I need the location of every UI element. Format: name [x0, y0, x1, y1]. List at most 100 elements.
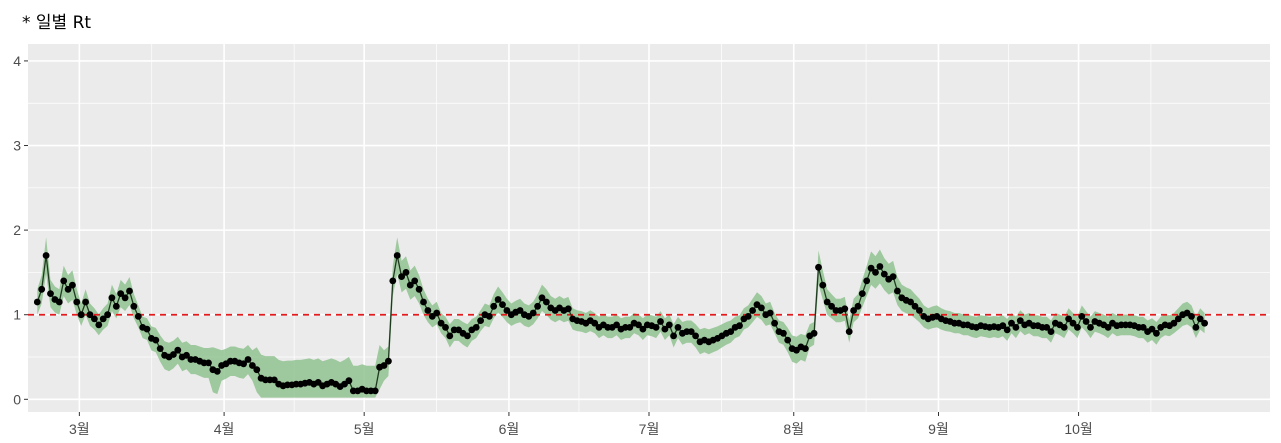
- data-point: [1139, 324, 1147, 331]
- data-point: [73, 298, 81, 306]
- data-point: [626, 324, 634, 331]
- data-point: [863, 277, 871, 285]
- data-point: [130, 302, 138, 310]
- data-point: [766, 309, 774, 317]
- data-point: [1192, 324, 1200, 331]
- data-point: [543, 298, 550, 306]
- data-point: [1065, 315, 1072, 323]
- data-point: [371, 387, 379, 395]
- data-point: [126, 287, 133, 295]
- data-point: [872, 269, 879, 276]
- data-point: [104, 311, 111, 319]
- data-point: [801, 345, 809, 352]
- data-point: [880, 270, 888, 278]
- data-point: [270, 376, 278, 384]
- data-point: [47, 290, 54, 297]
- data-point: [999, 322, 1007, 330]
- data-point: [1012, 324, 1020, 331]
- data-point: [77, 311, 85, 319]
- data-point: [143, 325, 151, 333]
- data-point: [134, 313, 142, 320]
- data-point: [889, 273, 897, 280]
- data-point: [249, 362, 256, 369]
- data-point: [1047, 328, 1055, 335]
- data-point: [1082, 318, 1090, 325]
- data-point: [398, 273, 405, 280]
- x-tick-label: 4월: [214, 421, 235, 437]
- x-tick-label: 8월: [783, 421, 804, 437]
- data-point: [424, 307, 432, 314]
- data-point: [38, 285, 46, 293]
- data-point: [516, 307, 524, 314]
- y-tick-label: 4: [13, 53, 21, 69]
- data-point: [499, 301, 506, 308]
- data-point: [657, 318, 664, 325]
- x-tick-label: 3월: [69, 421, 90, 437]
- data-point: [692, 332, 699, 340]
- x-axis: 3월 4월 5월 6월 7월 8월 9월 10월: [69, 412, 1093, 437]
- x-tick-label: 5월: [354, 421, 375, 437]
- data-point: [490, 302, 498, 310]
- data-point: [858, 290, 866, 297]
- x-tick-label: 9월: [928, 421, 949, 437]
- data-point: [784, 336, 792, 344]
- data-point: [1196, 315, 1204, 323]
- data-point: [828, 302, 835, 310]
- data-point: [635, 321, 642, 329]
- data-point: [55, 298, 63, 306]
- data-point: [244, 356, 252, 363]
- data-point: [670, 332, 677, 340]
- data-point: [916, 307, 923, 314]
- data-point: [652, 324, 660, 331]
- data-point: [771, 319, 778, 327]
- data-point: [845, 328, 853, 335]
- data-point: [639, 325, 647, 333]
- data-point: [850, 307, 857, 314]
- data-point: [420, 298, 427, 306]
- data-point: [744, 313, 752, 320]
- data-point: [736, 322, 743, 330]
- data-point: [1148, 325, 1156, 333]
- data-point: [819, 281, 827, 289]
- chart-title: * 일별 Rt: [22, 13, 91, 33]
- data-point: [1087, 324, 1094, 331]
- x-tick-label: 7월: [639, 421, 660, 437]
- data-point: [69, 281, 76, 289]
- data-point: [894, 287, 901, 295]
- data-point: [1016, 317, 1024, 324]
- data-point: [446, 332, 454, 340]
- data-point: [1078, 313, 1086, 320]
- data-points: [33, 252, 1208, 395]
- data-point: [1188, 313, 1195, 320]
- data-point: [64, 285, 72, 293]
- data-point: [538, 294, 546, 302]
- data-point: [854, 302, 862, 310]
- y-tick-label: 0: [13, 391, 21, 407]
- data-point: [841, 305, 849, 313]
- y-tick-label: 3: [13, 138, 21, 154]
- data-point: [345, 377, 353, 385]
- data-point: [1043, 324, 1051, 331]
- data-point: [240, 360, 248, 368]
- data-point: [749, 307, 756, 314]
- data-point: [437, 319, 445, 327]
- data-point: [810, 329, 818, 337]
- data-point: [823, 298, 831, 306]
- data-point: [907, 298, 914, 306]
- confidence-band: [37, 237, 1205, 398]
- data-point: [95, 321, 103, 329]
- y-tick-label: 1: [13, 307, 21, 323]
- data-point: [1008, 319, 1015, 327]
- y-tick-label: 2: [13, 222, 21, 238]
- data-point: [183, 351, 190, 359]
- data-point: [402, 269, 410, 276]
- data-point: [91, 315, 98, 323]
- data-point: [1201, 319, 1208, 327]
- data-point: [477, 317, 484, 324]
- data-point: [170, 351, 177, 358]
- data-point: [661, 325, 669, 333]
- data-point: [389, 277, 397, 285]
- data-point: [253, 366, 261, 374]
- data-point: [1174, 315, 1182, 323]
